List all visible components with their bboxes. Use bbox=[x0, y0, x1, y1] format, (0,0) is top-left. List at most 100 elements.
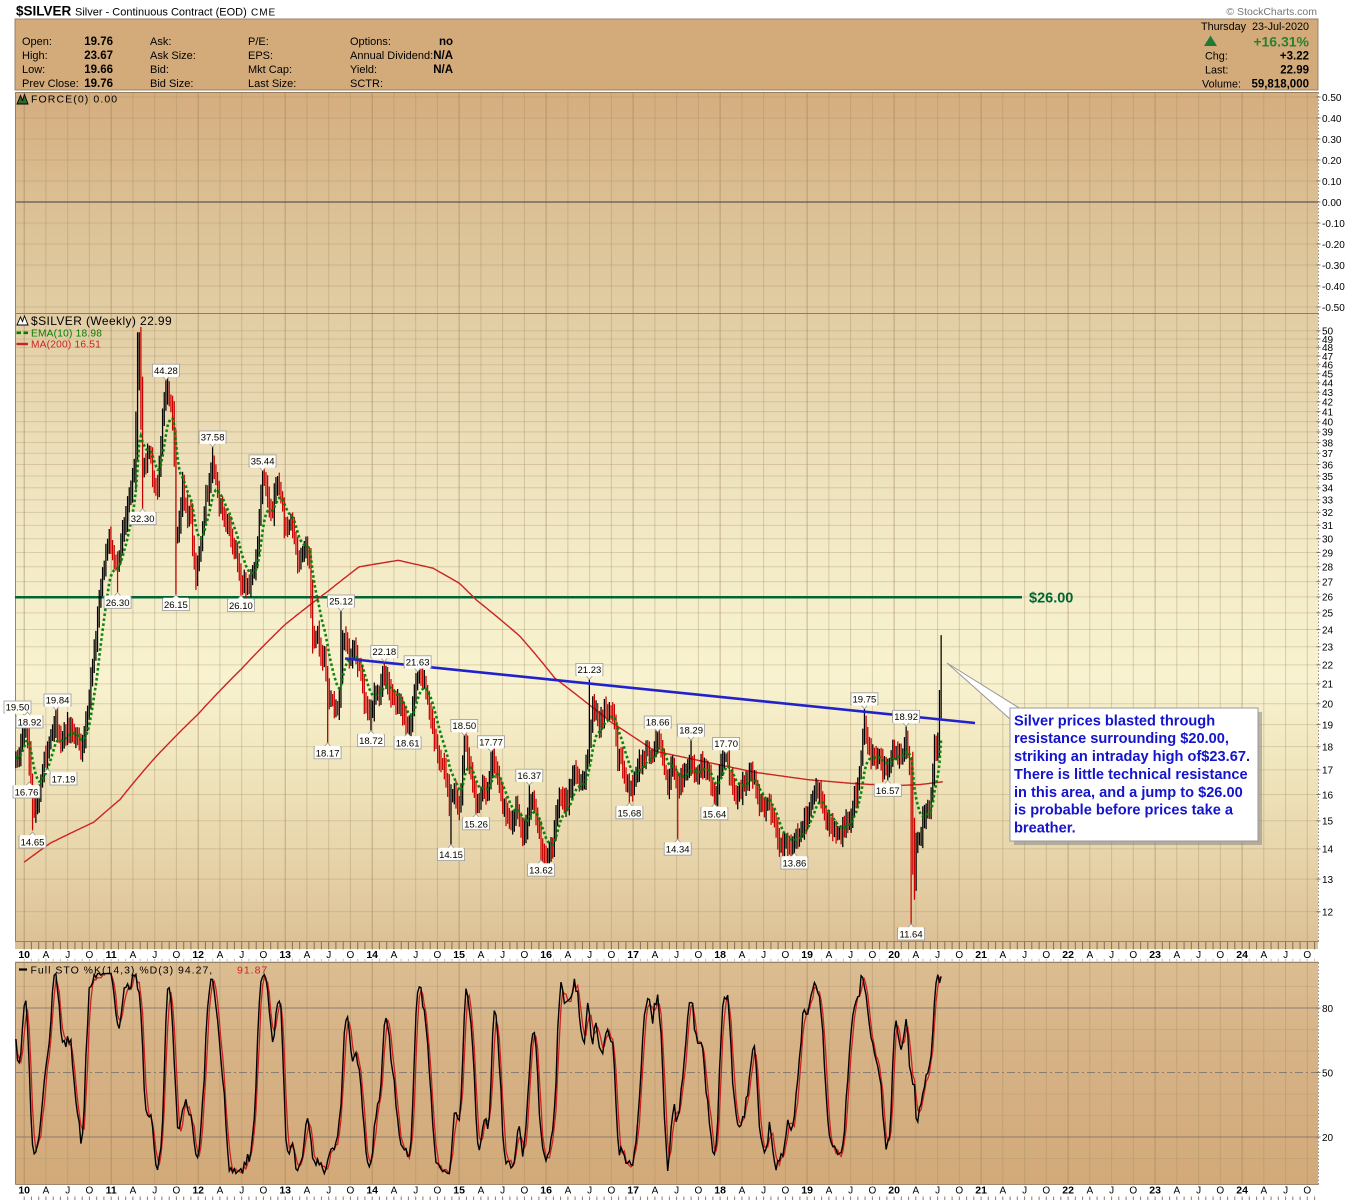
svg-text:A: A bbox=[43, 1186, 50, 1197]
svg-text:O: O bbox=[521, 950, 529, 961]
svg-text:O: O bbox=[955, 1186, 963, 1197]
svg-text:breather.: breather. bbox=[1014, 821, 1076, 837]
svg-text:O: O bbox=[955, 950, 963, 961]
svg-text:43: 43 bbox=[1322, 388, 1334, 399]
svg-text:17.77: 17.77 bbox=[479, 737, 503, 748]
svg-text:A: A bbox=[1086, 950, 1093, 961]
svg-text:13: 13 bbox=[1322, 875, 1334, 886]
svg-text:16: 16 bbox=[540, 1185, 552, 1197]
svg-text:15: 15 bbox=[1322, 817, 1334, 828]
svg-text:35.44: 35.44 bbox=[251, 457, 275, 468]
svg-text:16: 16 bbox=[1322, 790, 1334, 801]
svg-text:15: 15 bbox=[453, 949, 465, 961]
svg-text:17.70: 17.70 bbox=[714, 739, 738, 750]
svg-text:A: A bbox=[217, 950, 224, 961]
svg-text:15.64: 15.64 bbox=[703, 809, 727, 820]
svg-text:30: 30 bbox=[1322, 535, 1334, 546]
svg-text:A: A bbox=[1260, 950, 1267, 961]
svg-text:20: 20 bbox=[888, 949, 900, 961]
svg-text:0.50: 0.50 bbox=[1322, 93, 1342, 104]
svg-text:Options:: Options: bbox=[350, 36, 391, 48]
svg-text:O: O bbox=[260, 1186, 268, 1197]
svg-text:J: J bbox=[1283, 950, 1288, 961]
svg-text:21: 21 bbox=[975, 949, 987, 961]
svg-text:O: O bbox=[608, 950, 616, 961]
svg-text:23: 23 bbox=[1149, 949, 1161, 961]
svg-text:19: 19 bbox=[801, 1185, 813, 1197]
svg-text:16.37: 16.37 bbox=[517, 771, 541, 782]
svg-text:34: 34 bbox=[1322, 484, 1334, 495]
svg-text:A: A bbox=[1173, 950, 1180, 961]
svg-text:31: 31 bbox=[1322, 521, 1334, 532]
svg-text:38: 38 bbox=[1322, 438, 1334, 449]
svg-text:$SILVER (Weekly) 22.99: $SILVER (Weekly) 22.99 bbox=[31, 314, 172, 328]
svg-text:A: A bbox=[826, 1186, 833, 1197]
svg-text:Bid:: Bid: bbox=[150, 64, 169, 76]
svg-text:Bid Size:: Bid Size: bbox=[150, 78, 193, 90]
svg-text:18.72: 18.72 bbox=[359, 736, 383, 747]
svg-text:A: A bbox=[739, 950, 746, 961]
svg-text:36: 36 bbox=[1322, 460, 1334, 471]
svg-text:O: O bbox=[86, 1186, 94, 1197]
svg-text:10: 10 bbox=[18, 949, 30, 961]
svg-text:10: 10 bbox=[18, 1185, 30, 1197]
svg-text:16.76: 16.76 bbox=[15, 788, 39, 799]
svg-text:J: J bbox=[1022, 1186, 1027, 1197]
svg-text:19.76: 19.76 bbox=[84, 36, 113, 48]
svg-text:A: A bbox=[912, 1186, 919, 1197]
svg-text:O: O bbox=[1129, 1186, 1137, 1197]
svg-text:J: J bbox=[239, 1186, 244, 1197]
svg-text:O: O bbox=[1129, 950, 1137, 961]
svg-text:J: J bbox=[674, 1186, 679, 1197]
svg-text:26.10: 26.10 bbox=[229, 601, 253, 612]
svg-text:J: J bbox=[413, 1186, 418, 1197]
svg-text:EMA(10) 18.98: EMA(10) 18.98 bbox=[31, 328, 102, 339]
svg-text:N/A: N/A bbox=[433, 64, 453, 76]
svg-text:11: 11 bbox=[106, 1185, 117, 1197]
svg-text:J: J bbox=[500, 1186, 505, 1197]
svg-text:J: J bbox=[1022, 950, 1027, 961]
svg-text:A: A bbox=[826, 950, 833, 961]
svg-text:O: O bbox=[695, 1186, 703, 1197]
svg-text:32: 32 bbox=[1322, 508, 1334, 519]
svg-text:O: O bbox=[1303, 950, 1311, 961]
svg-text:25: 25 bbox=[1322, 609, 1334, 620]
svg-text:O: O bbox=[173, 1186, 181, 1197]
svg-text:19.75: 19.75 bbox=[853, 694, 877, 705]
svg-text:41: 41 bbox=[1322, 407, 1334, 418]
svg-text:A: A bbox=[391, 950, 398, 961]
svg-text:22: 22 bbox=[1062, 1185, 1074, 1197]
svg-text:0.40: 0.40 bbox=[1322, 114, 1342, 125]
svg-text:SCTR:: SCTR: bbox=[350, 78, 383, 90]
svg-text:J: J bbox=[326, 1186, 331, 1197]
svg-text:FORCE(0) 0.00: FORCE(0) 0.00 bbox=[31, 94, 118, 106]
svg-text:22.18: 22.18 bbox=[372, 647, 396, 658]
svg-text:20: 20 bbox=[1322, 1133, 1334, 1144]
svg-text:50: 50 bbox=[1322, 1068, 1334, 1079]
svg-text:15.26: 15.26 bbox=[464, 819, 488, 830]
svg-text:22: 22 bbox=[1062, 949, 1074, 961]
svg-text:11.64: 11.64 bbox=[900, 930, 923, 941]
svg-text:27: 27 bbox=[1322, 577, 1334, 588]
svg-text:14: 14 bbox=[366, 949, 378, 961]
svg-text:-0.40: -0.40 bbox=[1322, 282, 1345, 293]
svg-text:J: J bbox=[326, 950, 331, 961]
svg-text:40: 40 bbox=[1322, 417, 1334, 428]
svg-text:O: O bbox=[1216, 950, 1224, 961]
svg-text:14.65: 14.65 bbox=[21, 838, 45, 849]
svg-text:19.50: 19.50 bbox=[6, 703, 30, 714]
svg-text:J: J bbox=[848, 1186, 853, 1197]
svg-text:18.61: 18.61 bbox=[396, 739, 420, 750]
svg-text:18.17: 18.17 bbox=[316, 748, 340, 759]
svg-text:Chg:: Chg: bbox=[1205, 51, 1228, 63]
svg-text:O: O bbox=[347, 950, 355, 961]
svg-text:$26.00: $26.00 bbox=[1029, 591, 1073, 607]
svg-text:is probable before prices take: is probable before prices take a bbox=[1014, 803, 1234, 819]
svg-text:J: J bbox=[1109, 1186, 1114, 1197]
svg-text:15.68: 15.68 bbox=[618, 808, 642, 819]
svg-text:16.57: 16.57 bbox=[876, 786, 900, 797]
svg-text:A: A bbox=[130, 1186, 137, 1197]
svg-text:J: J bbox=[761, 950, 766, 961]
svg-text:59,818,000: 59,818,000 bbox=[1251, 79, 1309, 91]
svg-text:J: J bbox=[674, 950, 679, 961]
